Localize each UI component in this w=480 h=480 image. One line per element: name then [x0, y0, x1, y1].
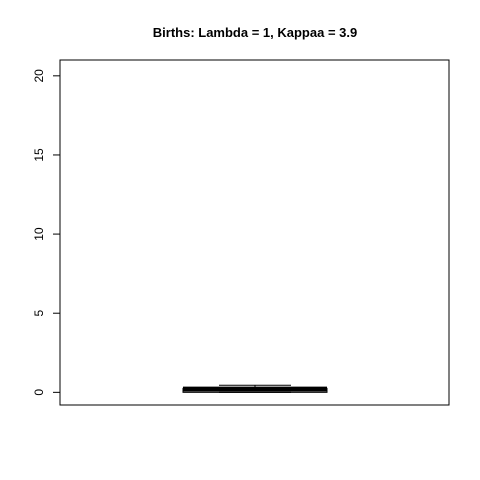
y-tick-label: 20 [32, 69, 46, 83]
y-tick-label: 5 [32, 310, 46, 317]
chart-title: Births: Lambda = 1, Kappaa = 3.9 [153, 25, 357, 40]
y-tick-label: 0 [32, 389, 46, 396]
y-axis: 0 5 10 15 20 [32, 69, 61, 396]
plot-frame [59, 59, 450, 406]
boxplot [182, 384, 328, 393]
y-tick-label: 15 [32, 148, 46, 162]
y-tick-label: 10 [32, 227, 46, 241]
